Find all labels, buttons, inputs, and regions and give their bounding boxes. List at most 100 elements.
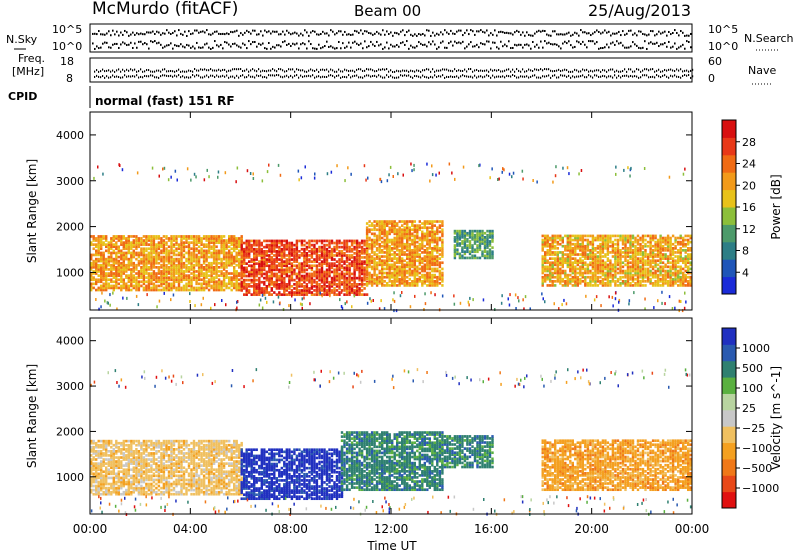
freq-point [118, 68, 120, 71]
range-cell [127, 276, 130, 279]
range-cell [358, 254, 361, 257]
nave-point [662, 74, 664, 77]
range-cell [368, 282, 371, 285]
range-cell [413, 247, 416, 250]
range-cell [436, 228, 439, 232]
range-cell [150, 241, 153, 244]
range-cell [225, 245, 228, 249]
range-cell [436, 277, 439, 281]
range-cell [556, 253, 559, 256]
range-cell [157, 278, 161, 282]
range-cell [554, 259, 557, 263]
noise-point [598, 30, 600, 33]
range-cell [228, 280, 231, 284]
range-cell [350, 260, 354, 263]
range-cell [348, 291, 351, 294]
range-cell [190, 282, 193, 286]
range-cell [340, 289, 344, 292]
range-cell [391, 275, 394, 279]
range-cell [270, 264, 273, 268]
range-cell [155, 237, 158, 240]
freq-point [682, 70, 684, 73]
range-cell [100, 274, 103, 277]
nave-point [466, 75, 468, 78]
noise-point [216, 30, 218, 33]
range-cell [205, 274, 208, 277]
range-cell [192, 243, 196, 246]
range-cell [431, 226, 434, 230]
range-cell [298, 276, 301, 280]
noise-point [462, 34, 464, 37]
range-cell [559, 234, 562, 238]
cpid-text: normal (fast) 151 RF [95, 94, 235, 108]
range-cell [245, 278, 248, 282]
range-cell [461, 248, 464, 252]
noise-point [672, 31, 674, 34]
nave-point [192, 74, 194, 77]
nave-point [304, 75, 306, 78]
nave-point [132, 75, 134, 78]
range-cell [486, 250, 489, 254]
range-cell [160, 280, 163, 284]
range-cell [187, 247, 191, 251]
range-cell [353, 256, 356, 259]
range-cell [235, 243, 238, 246]
freq-point [660, 70, 662, 73]
range-cell [441, 232, 444, 236]
range-cell [581, 255, 584, 258]
range-cell [360, 245, 364, 249]
range-cell [280, 254, 283, 257]
range-cell [586, 242, 590, 246]
range-cell [285, 245, 288, 249]
range-cell [320, 274, 324, 278]
nave-point [200, 76, 202, 79]
range-cell [481, 254, 484, 258]
freq-point [494, 69, 496, 72]
range-cell [338, 276, 341, 280]
range-cell [408, 277, 411, 281]
range-cell [107, 251, 110, 255]
range-cell [408, 263, 411, 267]
range-cell [152, 288, 156, 292]
range-cell [95, 251, 98, 255]
range-cell [167, 282, 171, 286]
range-cell [358, 252, 361, 255]
range-cell [305, 276, 309, 280]
range-cell [461, 250, 464, 254]
range-cell [591, 234, 595, 238]
nave-point [430, 75, 432, 78]
range-cell [556, 257, 559, 260]
nave-point [538, 76, 540, 79]
range-cell [162, 263, 166, 267]
range-cell [263, 268, 266, 272]
noise-point [306, 31, 308, 34]
nsky-label: N.Sky [6, 33, 38, 46]
range-cell [150, 272, 153, 275]
range-cell [416, 247, 419, 250]
noise-point [352, 33, 354, 36]
range-cell [333, 258, 336, 261]
noise-point [344, 46, 346, 49]
range-cell [315, 289, 319, 292]
range-cell [401, 267, 404, 271]
range-cell [594, 284, 597, 287]
range-cell [288, 280, 291, 284]
range-cell [421, 269, 424, 273]
range-cell [290, 274, 294, 278]
range-cell [125, 276, 128, 279]
range-cell [125, 282, 128, 286]
range-cell [416, 255, 419, 258]
range-cell [187, 253, 191, 257]
range-cell [471, 233, 474, 237]
range-cell [278, 276, 281, 280]
range-cell [278, 285, 281, 288]
range-cell [122, 268, 125, 271]
range-cell [295, 293, 299, 296]
range-cell [238, 266, 241, 269]
nave-point [284, 75, 286, 78]
range-cell [127, 241, 130, 244]
nave-point [672, 75, 674, 78]
nave-point [408, 74, 410, 77]
range-cell [207, 243, 211, 246]
noise-point [372, 33, 374, 36]
